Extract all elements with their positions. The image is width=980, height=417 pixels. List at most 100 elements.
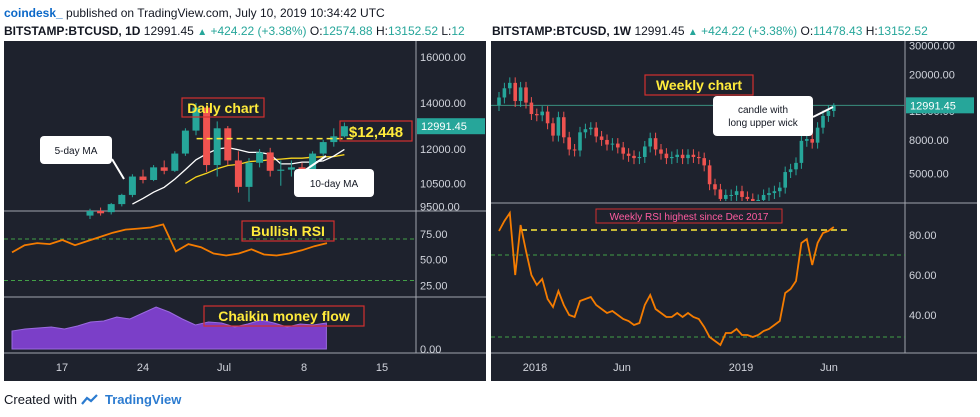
- candle-body: [309, 153, 317, 171]
- rsi-label: Bullish RSI: [251, 223, 325, 239]
- x-tick: 24: [137, 362, 149, 374]
- tradingview-logo-icon: [81, 393, 98, 405]
- candle-body: [513, 82, 517, 102]
- up-arrow-icon: ▲: [687, 27, 698, 38]
- wick-label-line2: long upper wick: [728, 118, 798, 129]
- candle-body: [150, 167, 158, 180]
- chart-title: Weekly chart: [656, 77, 742, 93]
- footer: Created with TradingView: [4, 392, 181, 407]
- tradingview-link[interactable]: TradingView: [104, 392, 182, 407]
- candle-body: [772, 191, 777, 194]
- up-arrow-icon: ▲: [197, 27, 208, 38]
- brand-name[interactable]: coindesk_: [4, 6, 63, 20]
- candle-body: [562, 117, 566, 138]
- candle-body: [697, 156, 701, 159]
- daily-candles: [86, 103, 348, 220]
- candle-body: [605, 139, 609, 145]
- candle-body: [578, 132, 582, 151]
- price-tick: 9500.00: [420, 201, 460, 213]
- ma5-callout-box: [40, 136, 112, 164]
- candle-body: [556, 117, 561, 136]
- cmf-label-box: [203, 305, 365, 327]
- candle-body: [583, 129, 588, 133]
- weekly-symbol-line: BITSTAMP:BTCUSD, 1W 12991.45 ▲ +424.22 (…: [492, 24, 928, 38]
- candle-body: [567, 137, 571, 150]
- candle-body: [702, 158, 706, 166]
- cmf-label: Chaikin money flow: [218, 308, 350, 324]
- ma5-line: [132, 146, 345, 205]
- weekly-change: +424.22 (+3.38%): [701, 24, 798, 38]
- ma5-path: [132, 146, 345, 205]
- rsi-tick: 75.00: [420, 229, 448, 241]
- candle-body: [545, 111, 550, 124]
- candle-body: [107, 204, 115, 213]
- weekly-symbol: BITSTAMP:BTCUSD, 1W: [492, 24, 632, 38]
- candle-body: [686, 154, 690, 159]
- daily-high: 13152.52: [387, 24, 439, 38]
- candle-body: [287, 167, 295, 170]
- candle-body: [783, 172, 787, 188]
- candle-body: [277, 169, 285, 171]
- ma10-callout-box: [294, 169, 374, 197]
- title-box: [181, 97, 265, 118]
- candle-body: [203, 107, 211, 166]
- price-tick: 10500.00: [420, 178, 466, 190]
- candle-body: [794, 162, 798, 170]
- candle-body: [540, 111, 544, 116]
- created-with-text: Created with: [4, 392, 77, 407]
- candle-body: [648, 138, 652, 147]
- publish-header: coindesk_ published on TradingView.com, …: [4, 6, 385, 20]
- candle-body: [118, 194, 126, 205]
- ma10-label: 10-day MA: [310, 179, 359, 190]
- x-tick: Jul: [217, 362, 231, 374]
- price-label-box: [417, 118, 485, 135]
- candle-body: [319, 142, 327, 154]
- ma10-line: [185, 154, 345, 184]
- candle-body: [160, 167, 168, 171]
- rsi-tick: 60.00: [909, 270, 937, 282]
- candle-body: [518, 87, 523, 102]
- candle-body: [718, 189, 723, 199]
- candle-body: [659, 149, 663, 154]
- ma5-callout-pointer: [111, 158, 125, 180]
- ma5-label: 5-day MA: [55, 146, 98, 157]
- candle-body: [213, 128, 221, 166]
- candle-body: [675, 154, 679, 157]
- candle-body: [740, 191, 744, 197]
- candle-body: [529, 102, 534, 115]
- candle-body: [805, 139, 809, 141]
- x-tick: Jun: [613, 362, 631, 374]
- candle-body: [767, 193, 771, 195]
- candle-body: [245, 162, 253, 187]
- candle-body: [610, 143, 615, 145]
- candle-body: [626, 153, 631, 156]
- daily-change: +424.22 (+3.38%): [210, 24, 307, 38]
- candle-body: [788, 169, 793, 173]
- weekly-high: 13152.52: [877, 24, 928, 38]
- rsi-tick: 80.00: [909, 230, 937, 242]
- weekly-last: 12991.45: [634, 24, 685, 38]
- candle-body: [524, 87, 528, 103]
- candle-body: [340, 126, 348, 137]
- candle-body: [815, 127, 820, 143]
- candle-body: [670, 156, 674, 159]
- price-label: 12991.45: [910, 100, 956, 112]
- candle-body: [535, 114, 539, 116]
- daily-chart[interactable]: 16000.00 14000.00 12000.00 10500.00 9500.00 7…: [4, 41, 486, 381]
- price-label: 12991.45: [421, 121, 467, 133]
- candle-body: [508, 82, 512, 89]
- candle-body: [616, 143, 620, 148]
- price-tick: 14000.00: [420, 98, 466, 110]
- weekly-chart[interactable]: 30000.0020000.0012000.008000.005000.0080…: [491, 41, 977, 381]
- weekly-open: 11478.43: [813, 24, 863, 38]
- candle-body: [128, 176, 136, 195]
- level-label: $12,448: [349, 124, 403, 141]
- candle-body: [497, 97, 501, 106]
- chart-title: Daily chart: [187, 100, 259, 116]
- candle-body: [713, 184, 717, 190]
- candle-body: [745, 196, 750, 199]
- cmf-tick: 0.00: [420, 344, 441, 356]
- x-tick: 15: [376, 362, 388, 374]
- candle-body: [756, 199, 760, 201]
- candle-body: [502, 88, 507, 98]
